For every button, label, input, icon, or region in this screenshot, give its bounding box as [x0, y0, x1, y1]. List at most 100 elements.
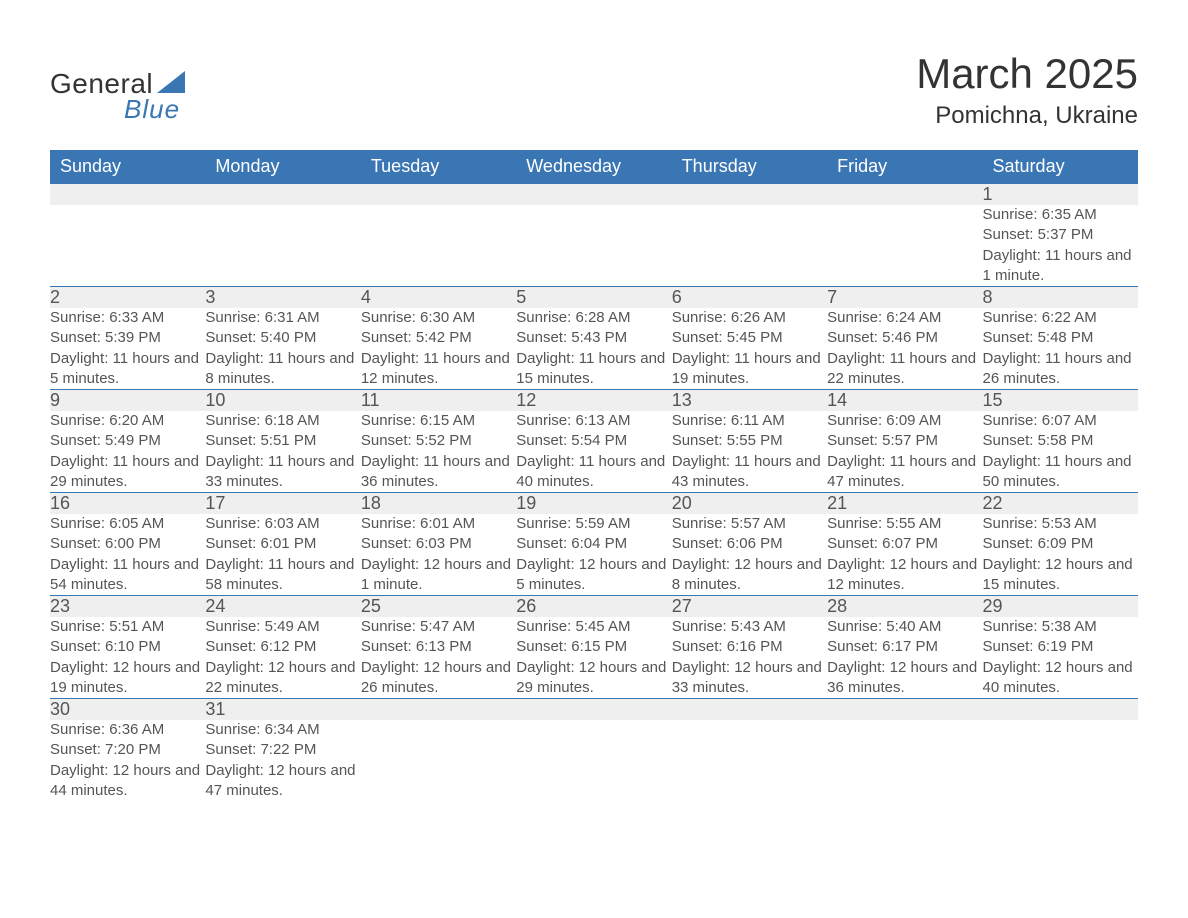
day-data-cell: Sunrise: 5:55 AMSunset: 6:07 PMDaylight:… — [827, 514, 982, 596]
sunset-text: Sunset: 5:45 PM — [672, 328, 827, 348]
day-data-cell: Sunrise: 6:09 AMSunset: 5:57 PMDaylight:… — [827, 411, 982, 493]
sunrise-text: Sunrise: 5:59 AM — [516, 514, 671, 534]
daylight-text: Daylight: 11 hours and 22 minutes. — [827, 349, 982, 390]
daylight-text: Daylight: 11 hours and 40 minutes. — [516, 452, 671, 493]
sunset-text: Sunset: 6:06 PM — [672, 534, 827, 554]
sunset-text: Sunset: 6:09 PM — [983, 534, 1138, 554]
sunset-text: Sunset: 5:55 PM — [672, 431, 827, 451]
day-data-cell: Sunrise: 5:53 AMSunset: 6:09 PMDaylight:… — [983, 514, 1138, 596]
sunset-text: Sunset: 6:00 PM — [50, 534, 205, 554]
sunset-text: Sunset: 5:39 PM — [50, 328, 205, 348]
day-number-cell: 5 — [516, 287, 671, 309]
day-number-cell: 9 — [50, 390, 205, 412]
day-data-cell — [983, 720, 1138, 801]
daylight-text: Daylight: 11 hours and 1 minute. — [983, 246, 1138, 287]
sunrise-text: Sunrise: 6:05 AM — [50, 514, 205, 534]
day-number-cell: 22 — [983, 493, 1138, 515]
day-data-cell — [50, 205, 205, 287]
day-header: Saturday — [983, 150, 1138, 184]
day-data-cell — [516, 205, 671, 287]
sunset-text: Sunset: 5:42 PM — [361, 328, 516, 348]
day-data-cell — [827, 205, 982, 287]
daylight-text: Daylight: 12 hours and 40 minutes. — [983, 658, 1138, 699]
sunrise-text: Sunrise: 5:38 AM — [983, 617, 1138, 637]
day-number-cell: 13 — [672, 390, 827, 412]
daylight-text: Daylight: 11 hours and 5 minutes. — [50, 349, 205, 390]
day-number-cell: 14 — [827, 390, 982, 412]
sunrise-text: Sunrise: 6:26 AM — [672, 308, 827, 328]
day-number-cell: 7 — [827, 287, 982, 309]
sunset-text: Sunset: 6:07 PM — [827, 534, 982, 554]
day-number-cell: 28 — [827, 596, 982, 618]
sunset-text: Sunset: 6:16 PM — [672, 637, 827, 657]
day-number-cell — [983, 699, 1138, 721]
week-data-row: Sunrise: 6:35 AMSunset: 5:37 PMDaylight:… — [50, 205, 1138, 287]
day-number-cell — [672, 699, 827, 721]
sunset-text: Sunset: 5:49 PM — [50, 431, 205, 451]
sunrise-text: Sunrise: 6:01 AM — [361, 514, 516, 534]
day-number-cell: 21 — [827, 493, 982, 515]
day-header: Sunday — [50, 150, 205, 184]
day-number-cell: 8 — [983, 287, 1138, 309]
sunset-text: Sunset: 6:10 PM — [50, 637, 205, 657]
daylight-text: Daylight: 12 hours and 22 minutes. — [205, 658, 360, 699]
day-data-cell: Sunrise: 6:13 AMSunset: 5:54 PMDaylight:… — [516, 411, 671, 493]
sunset-text: Sunset: 5:52 PM — [361, 431, 516, 451]
sunset-text: Sunset: 6:13 PM — [361, 637, 516, 657]
daylight-text: Daylight: 12 hours and 44 minutes. — [50, 761, 205, 802]
day-data-cell: Sunrise: 5:47 AMSunset: 6:13 PMDaylight:… — [361, 617, 516, 699]
day-data-cell: Sunrise: 6:36 AMSunset: 7:20 PMDaylight:… — [50, 720, 205, 801]
sunrise-text: Sunrise: 6:31 AM — [205, 308, 360, 328]
sunrise-text: Sunrise: 5:55 AM — [827, 514, 982, 534]
logo-text-blue: Blue — [124, 94, 180, 125]
daylight-text: Daylight: 11 hours and 50 minutes. — [983, 452, 1138, 493]
logo: General Blue — [50, 68, 185, 125]
sunrise-text: Sunrise: 6:15 AM — [361, 411, 516, 431]
week-daynum-row: 3031 — [50, 699, 1138, 721]
day-data-cell: Sunrise: 5:40 AMSunset: 6:17 PMDaylight:… — [827, 617, 982, 699]
daylight-text: Daylight: 12 hours and 8 minutes. — [672, 555, 827, 596]
day-number-cell — [50, 184, 205, 206]
week-data-row: Sunrise: 5:51 AMSunset: 6:10 PMDaylight:… — [50, 617, 1138, 699]
sunset-text: Sunset: 5:40 PM — [205, 328, 360, 348]
sunset-text: Sunset: 7:20 PM — [50, 740, 205, 760]
daylight-text: Daylight: 11 hours and 8 minutes. — [205, 349, 360, 390]
page-header: General Blue March 2025 Pomichna, Ukrain… — [50, 50, 1138, 130]
week-data-row: Sunrise: 6:05 AMSunset: 6:00 PMDaylight:… — [50, 514, 1138, 596]
day-data-cell — [205, 205, 360, 287]
month-title: March 2025 — [916, 50, 1138, 98]
day-number-cell: 31 — [205, 699, 360, 721]
sunset-text: Sunset: 6:19 PM — [983, 637, 1138, 657]
daylight-text: Daylight: 11 hours and 43 minutes. — [672, 452, 827, 493]
day-data-cell: Sunrise: 6:26 AMSunset: 5:45 PMDaylight:… — [672, 308, 827, 390]
sunrise-text: Sunrise: 6:13 AM — [516, 411, 671, 431]
daylight-text: Daylight: 12 hours and 12 minutes. — [827, 555, 982, 596]
sunrise-text: Sunrise: 6:20 AM — [50, 411, 205, 431]
day-number-cell: 12 — [516, 390, 671, 412]
sunset-text: Sunset: 5:51 PM — [205, 431, 360, 451]
sunset-text: Sunset: 6:01 PM — [205, 534, 360, 554]
day-header: Thursday — [672, 150, 827, 184]
day-data-cell — [672, 205, 827, 287]
day-number-cell: 3 — [205, 287, 360, 309]
daylight-text: Daylight: 11 hours and 54 minutes. — [50, 555, 205, 596]
sunrise-text: Sunrise: 5:40 AM — [827, 617, 982, 637]
day-number-cell: 6 — [672, 287, 827, 309]
day-number-cell — [827, 184, 982, 206]
sunrise-text: Sunrise: 6:28 AM — [516, 308, 671, 328]
day-number-cell: 27 — [672, 596, 827, 618]
day-number-cell — [827, 699, 982, 721]
day-data-cell: Sunrise: 5:51 AMSunset: 6:10 PMDaylight:… — [50, 617, 205, 699]
sunrise-text: Sunrise: 6:34 AM — [205, 720, 360, 740]
daylight-text: Daylight: 11 hours and 47 minutes. — [827, 452, 982, 493]
day-number-cell — [672, 184, 827, 206]
sunrise-text: Sunrise: 6:18 AM — [205, 411, 360, 431]
day-data-cell: Sunrise: 5:59 AMSunset: 6:04 PMDaylight:… — [516, 514, 671, 596]
daylight-text: Daylight: 11 hours and 58 minutes. — [205, 555, 360, 596]
day-number-cell: 19 — [516, 493, 671, 515]
sunrise-text: Sunrise: 6:09 AM — [827, 411, 982, 431]
sunset-text: Sunset: 6:17 PM — [827, 637, 982, 657]
day-data-cell: Sunrise: 6:15 AMSunset: 5:52 PMDaylight:… — [361, 411, 516, 493]
daylight-text: Daylight: 11 hours and 15 minutes. — [516, 349, 671, 390]
daylight-text: Daylight: 12 hours and 47 minutes. — [205, 761, 360, 802]
